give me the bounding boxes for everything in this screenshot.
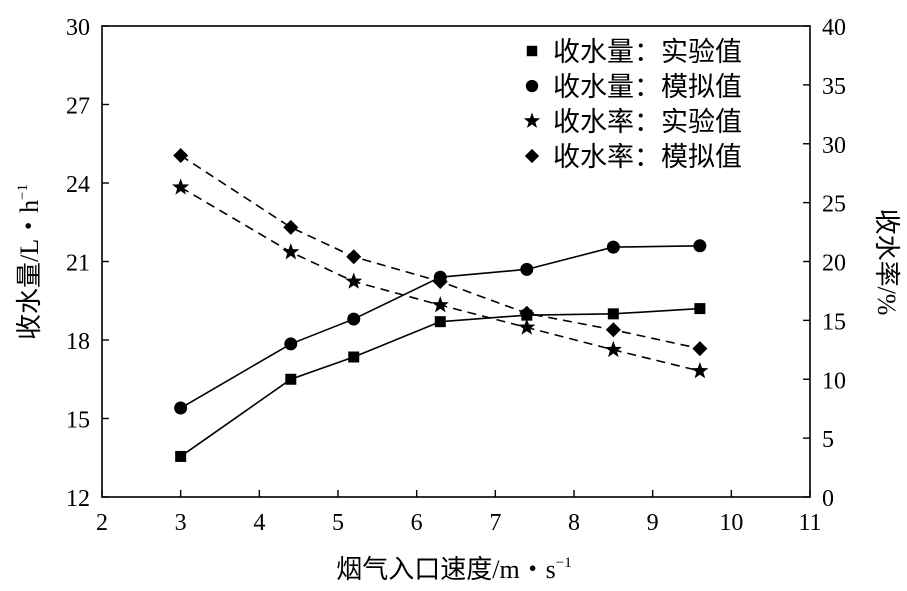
series-4-point [605,322,621,338]
series-1 [175,303,706,462]
legend-3-marker [523,112,541,128]
series-2-point [520,262,534,276]
series-3-point [518,318,536,335]
y-right-tick-label: 25 [822,192,846,218]
y-right-tick-label: 30 [822,133,846,159]
series-3-point [172,178,190,195]
x-tick-label: 7 [489,510,501,536]
series-1-point [175,450,187,462]
y-axis-left-title-sup: −1 [15,184,31,200]
series-1-line [180,307,700,458]
series-3-point [282,243,300,260]
series-4-point [173,148,189,164]
y-right-tick-label: 40 [822,15,846,41]
y-left-tick-label: 12 [66,486,90,512]
y-right-tick-label: 20 [822,251,846,277]
x-tick-label: 8 [568,510,580,536]
x-tick-label: 10 [719,510,743,536]
y-right-tick-label: 15 [822,309,846,335]
series-1-point [285,373,297,385]
plot-area [172,148,709,462]
series-2-point [284,337,298,351]
series-3-point [431,296,449,313]
series-3 [172,178,709,379]
series-4-point [283,219,299,235]
y-axis-left-title: 收水量/L・h−1 [15,184,44,340]
legend-2-marker [525,79,539,93]
y-right-tick-label: 5 [822,427,834,453]
series-4-point [346,249,362,265]
series-1-point [348,351,360,363]
legend-1-label: 收水量：实验值 [553,37,742,67]
x-axis-title: 烟气入口速度/m・s−1 [336,555,572,584]
y-right-tick-label: 35 [822,74,846,100]
series-1-point [607,308,619,320]
y-left-tick-label: 27 [66,94,90,120]
y-left-tick-label: 18 [66,329,90,355]
series-3-point [604,340,622,358]
series-4-point [692,341,708,357]
x-tick-label: 9 [647,510,659,536]
x-axis-title-sup: −1 [556,555,572,571]
series-4 [173,148,708,357]
y-right-tick-label: 0 [822,486,834,512]
y-left-tick-label: 24 [66,172,90,198]
series-2-point [606,240,620,254]
x-tick-label: 5 [332,510,344,536]
legend-2-label: 收水量：模拟值 [553,72,742,102]
axes: 2 3 4 5 6 7 8 9 10 11 12 15 18 21 24 27 30 0 5 10 15 20 25 30 35… [66,15,846,536]
legend-3-label: 收水率：实验值 [553,107,742,137]
y-axis-left-title-text: 收水量/L・h [15,200,44,340]
y-left-tick-label: 21 [66,251,90,277]
series-2-point [693,239,707,253]
y-left-tick-label: 30 [66,15,90,41]
x-tick-label: 6 [411,510,423,536]
series-3-point [345,272,363,289]
legend-4-label: 收水率：模拟值 [553,142,742,172]
y-right-tick-label: 10 [822,368,846,394]
x-tick-label: 3 [175,510,187,536]
series-1-point [694,303,706,315]
y-left-tick-label: 15 [66,408,90,434]
series-1-point [434,316,446,328]
series-4-point [432,274,448,290]
y-axis-right-title: 收水率/% [872,209,901,316]
series-3-point [691,362,709,379]
series-2-point [347,312,361,326]
x-tick-label: 11 [798,510,821,536]
x-tick-label: 2 [96,510,108,536]
series-2-point [174,401,188,415]
legend-4-marker [524,148,540,164]
x-tick-label: 4 [253,510,265,536]
x-axis-title-text: 烟气入口速度/m・s [336,555,556,584]
legend-1-marker [526,45,538,57]
series-4-point [519,305,535,321]
